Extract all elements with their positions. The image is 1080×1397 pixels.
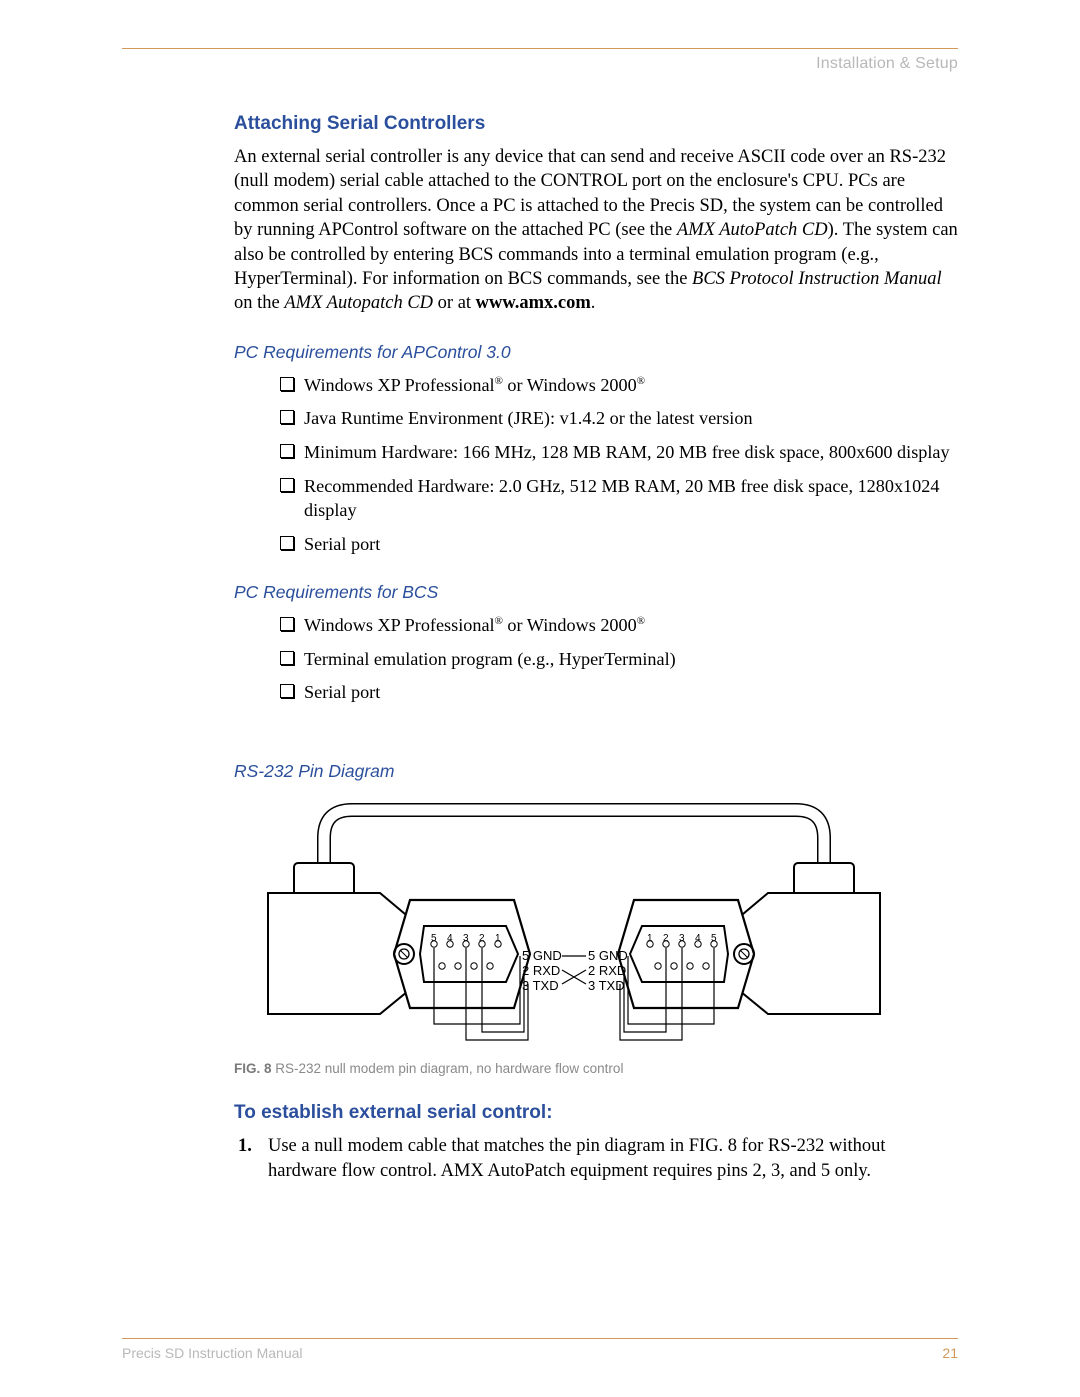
- pin-label: 5: [431, 933, 437, 944]
- pin-signal-label: 5 GND: [588, 948, 628, 963]
- left-connector: 5 4 3 2 1: [268, 863, 530, 1014]
- figure-caption: FIG. 8 RS-232 null modem pin diagram, no…: [234, 1061, 958, 1076]
- list-item: Serial port: [280, 532, 958, 557]
- top-rule: [122, 48, 958, 49]
- pin-label: 4: [695, 933, 701, 944]
- heading-establish-control: To establish external serial control:: [234, 1102, 958, 1124]
- list-item: Recommended Hardware: 2.0 GHz, 512 MB RA…: [280, 474, 958, 523]
- header-section-label: Installation & Setup: [122, 55, 958, 73]
- checklist-apcontrol: Windows XP Professional® or Windows 2000…: [280, 373, 958, 556]
- pin-label: 3: [679, 933, 685, 944]
- intro-text-4: or at: [433, 293, 476, 313]
- heading-req-bcs: PC Requirements for BCS: [234, 582, 958, 603]
- intro-text-5: .: [591, 293, 596, 313]
- rs232-diagram: 5 4 3 2 1: [234, 798, 958, 1053]
- list-text: or Windows 2000: [503, 375, 637, 395]
- step-item: Use a null modem cable that matches the …: [238, 1134, 958, 1183]
- right-connector: 5 4 3 2 1: [618, 863, 880, 1014]
- pin-label: 4: [447, 933, 453, 944]
- pin-label: 2: [663, 933, 669, 944]
- heading-attaching-serial: Attaching Serial Controllers: [234, 113, 958, 135]
- intro-italic-2: BCS Protocol Instruction Manual: [692, 269, 942, 289]
- heading-pin-diagram: RS-232 Pin Diagram: [234, 761, 958, 782]
- footer-page-number: 21: [942, 1345, 958, 1361]
- page-footer: Precis SD Instruction Manual 21: [122, 1338, 958, 1361]
- pin-label: 5: [711, 933, 717, 944]
- registered-icon: ®: [495, 615, 503, 627]
- pin-signal-label: 2 RXD: [522, 963, 560, 978]
- footer-manual-title: Precis SD Instruction Manual: [122, 1345, 303, 1361]
- pin-signal-label: 2 RXD: [588, 963, 626, 978]
- intro-italic-1: AMX AutoPatch CD: [677, 220, 828, 240]
- list-item: Java Runtime Environment (JRE): v1.4.2 o…: [280, 406, 958, 431]
- list-item: Minimum Hardware: 166 MHz, 128 MB RAM, 2…: [280, 440, 958, 465]
- pin-label: 1: [495, 933, 501, 944]
- intro-italic-3: AMX Autopatch CD: [284, 293, 433, 313]
- figure-text: RS-232 null modem pin diagram, no hardwa…: [272, 1061, 624, 1076]
- list-item: Windows XP Professional® or Windows 2000…: [280, 373, 958, 398]
- list-item: Terminal emulation program (e.g., HyperT…: [280, 647, 958, 672]
- list-text: Windows XP Professional: [304, 375, 495, 395]
- intro-paragraph: An external serial controller is any dev…: [234, 145, 958, 316]
- list-text: Windows XP Professional: [304, 615, 495, 635]
- list-text: or Windows 2000: [503, 615, 637, 635]
- registered-icon: ®: [495, 375, 503, 387]
- pin-signal-label: 3 TXD: [522, 978, 559, 993]
- pin-label: 2: [479, 933, 485, 944]
- list-item: Serial port: [280, 680, 958, 705]
- intro-text-3: on the: [234, 293, 284, 313]
- registered-icon: ®: [637, 375, 645, 387]
- checklist-bcs: Windows XP Professional® or Windows 2000…: [280, 613, 958, 705]
- pin-label: 1: [647, 933, 653, 944]
- pin-label: 3: [463, 933, 469, 944]
- intro-url: www.amx.com: [476, 293, 591, 313]
- heading-req-apcontrol: PC Requirements for APControl 3.0: [234, 342, 958, 363]
- figure-number: FIG. 8: [234, 1061, 272, 1076]
- pin-signal-label: 3 TXD: [588, 978, 625, 993]
- steps-list: Use a null modem cable that matches the …: [238, 1134, 958, 1183]
- pin-signal-label: 5 GND: [522, 948, 562, 963]
- registered-icon: ®: [637, 615, 645, 627]
- list-item: Windows XP Professional® or Windows 2000…: [280, 613, 958, 638]
